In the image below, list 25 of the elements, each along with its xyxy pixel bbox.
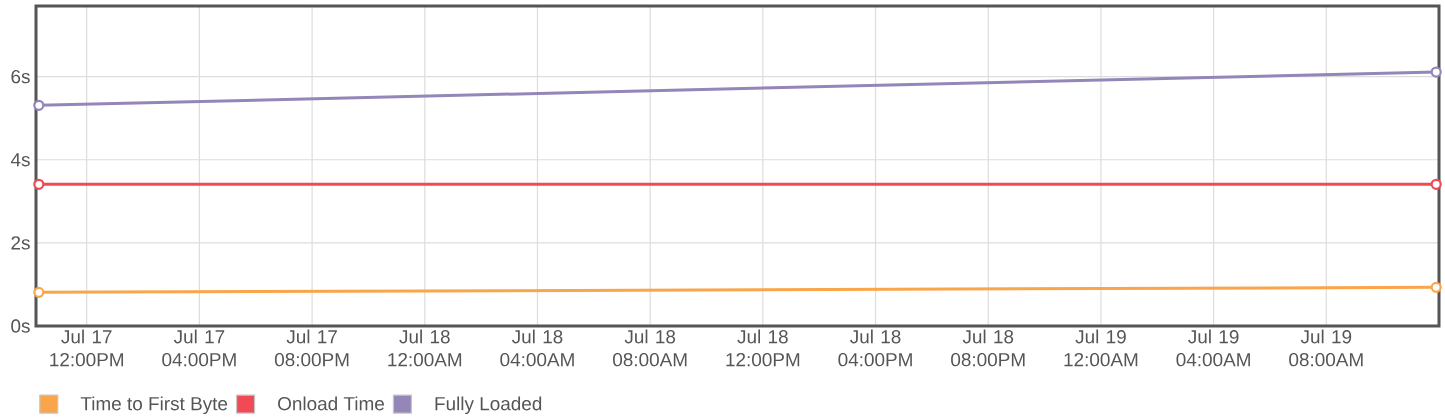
- point: [33, 99, 45, 111]
- x-tick-label: Jul 19 04:00AM: [1176, 329, 1250, 367]
- y-tick-label: 0s: [11, 319, 30, 333]
- x-tick-label: Jul 19 12:00AM: [1064, 329, 1138, 367]
- x-tick-label: Jul 18 04:00PM: [838, 329, 912, 367]
- legend-label: Fully Loaded: [435, 396, 542, 415]
- point: [33, 178, 45, 190]
- y-tick-label: 4s: [10, 153, 30, 167]
- x-tick-label: Jul 17 04:00PM: [162, 329, 236, 367]
- x-tick-label: Jul 18 12:00AM: [388, 329, 462, 367]
- x-tick-label: Jul 19 08:00AM: [1289, 329, 1363, 367]
- point: [1430, 66, 1442, 78]
- x-tick-label: Jul 18 04:00AM: [500, 329, 574, 367]
- x-tick-label: Jul 17 08:00PM: [274, 329, 349, 367]
- x-tick-label: Jul 18 08:00AM: [613, 329, 687, 367]
- legend-label: Time to First Byte: [80, 396, 228, 415]
- point: [33, 286, 45, 298]
- point: [1430, 178, 1442, 190]
- y-tick-label: 2s: [11, 236, 30, 250]
- legend-label: Onload Time: [278, 396, 384, 411]
- y-tick-label: 6s: [11, 69, 30, 84]
- x-tick-label: Jul 18 12:00PM: [726, 329, 800, 367]
- point: [1430, 281, 1442, 293]
- x-tick-label: Jul 18 08:00PM: [951, 329, 1025, 367]
- x-tick-label: Jul 17 12:00PM: [50, 329, 124, 367]
